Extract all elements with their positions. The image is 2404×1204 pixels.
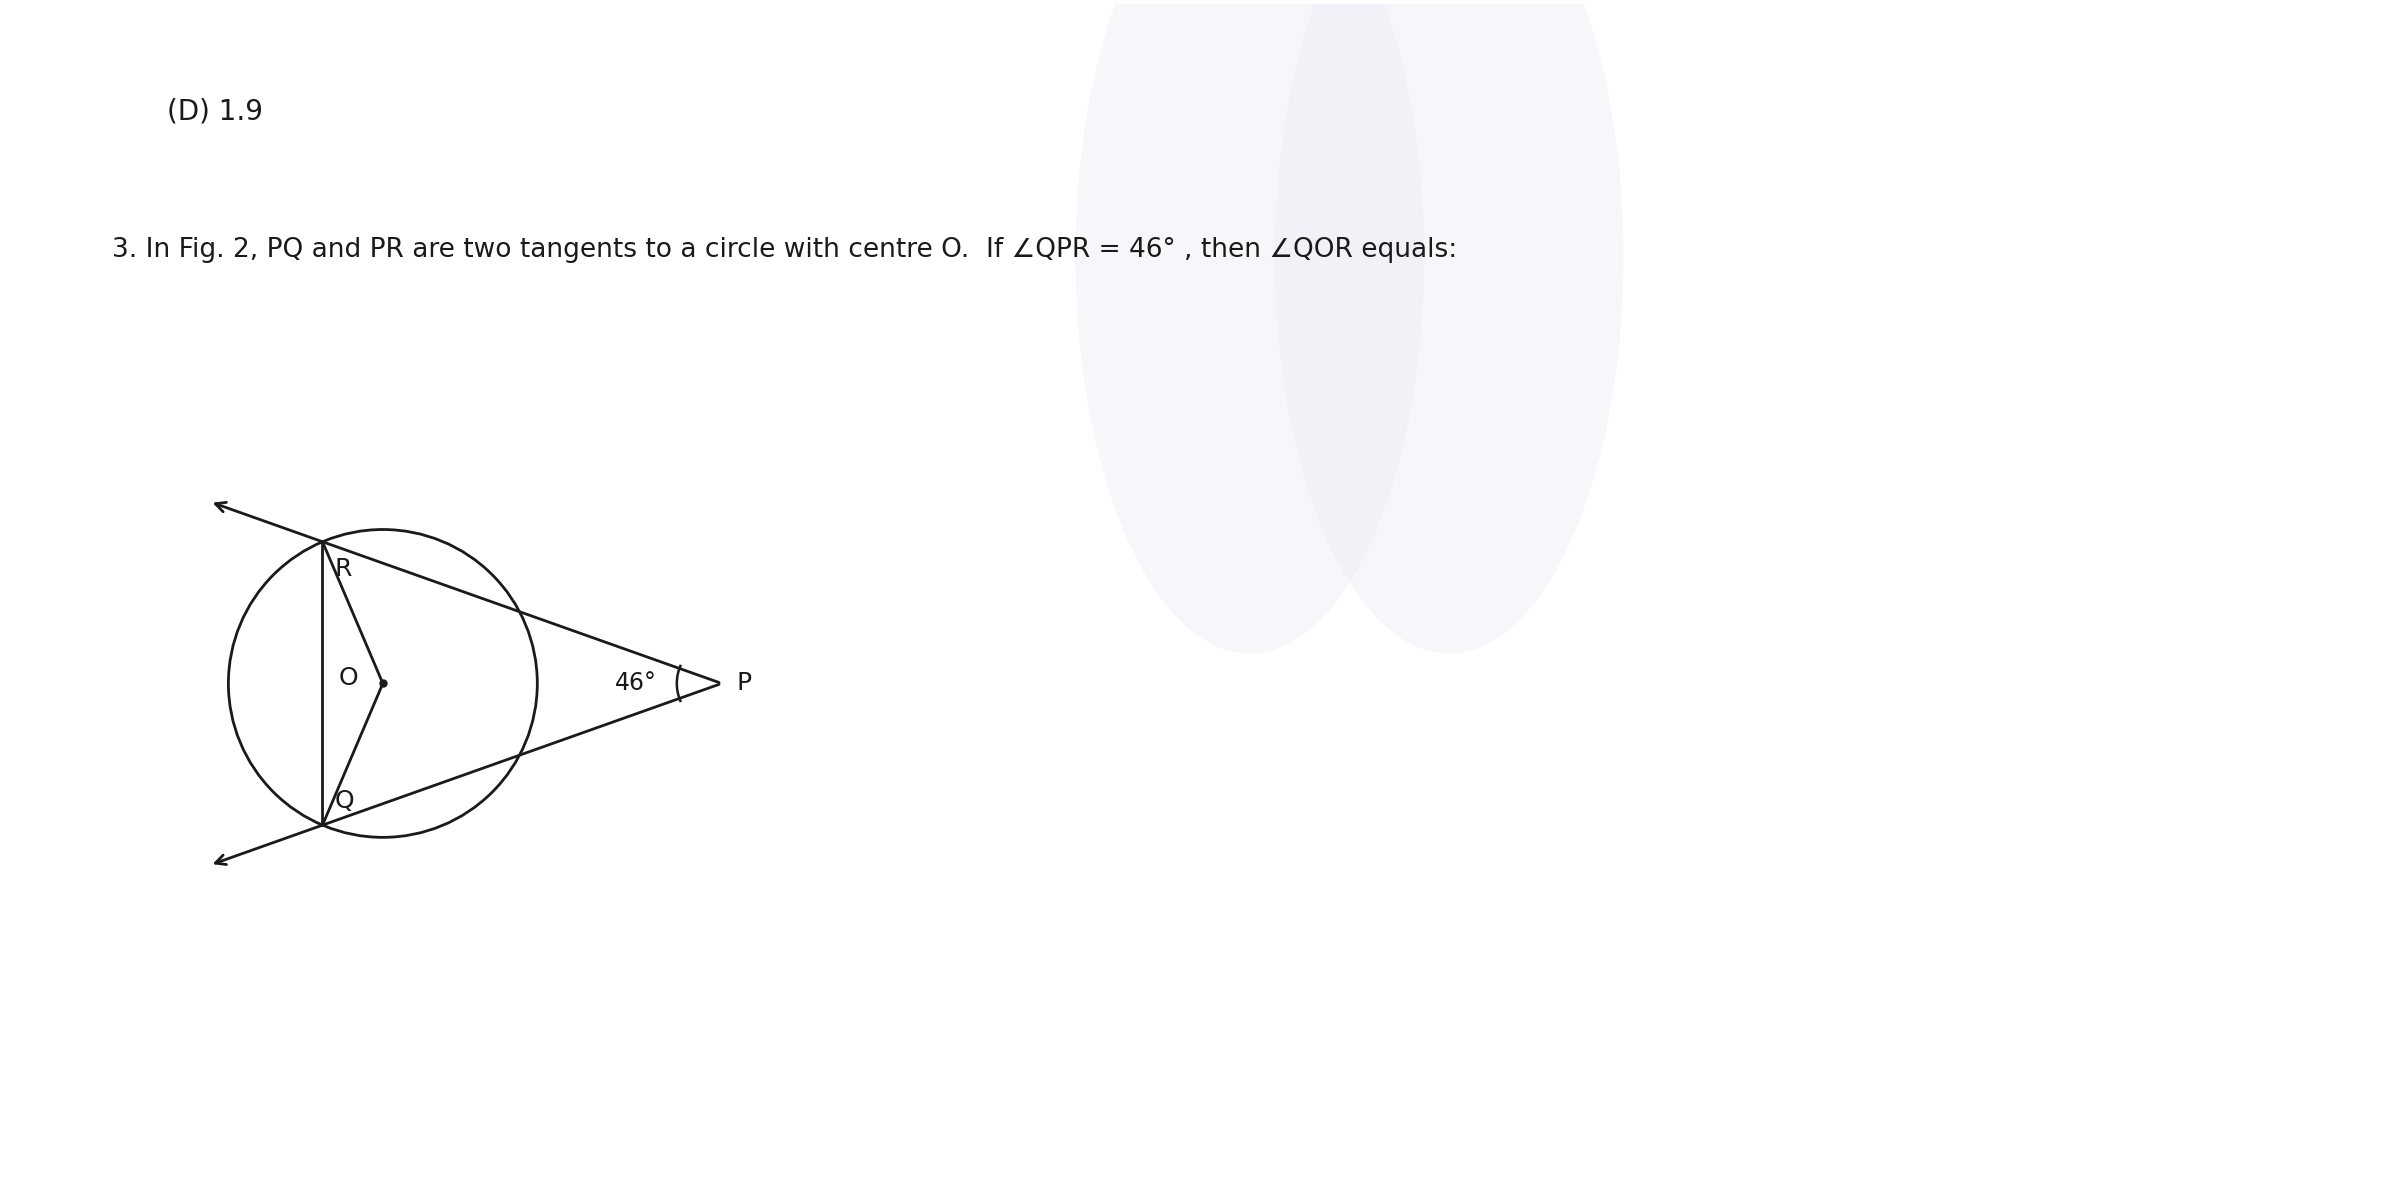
Text: (D) 1.9: (D) 1.9 (166, 98, 262, 125)
Text: 3. In Fig. 2, PQ and PR are two tangents to a circle with centre O.  If ∠QPR = 4: 3. In Fig. 2, PQ and PR are two tangents… (113, 236, 1457, 262)
Text: O: O (339, 667, 358, 690)
Ellipse shape (1075, 0, 1423, 654)
Ellipse shape (1274, 0, 1623, 654)
Text: 46°: 46° (615, 672, 656, 696)
Text: P: P (736, 672, 752, 696)
Text: Q: Q (334, 789, 353, 813)
Text: R: R (334, 556, 351, 580)
